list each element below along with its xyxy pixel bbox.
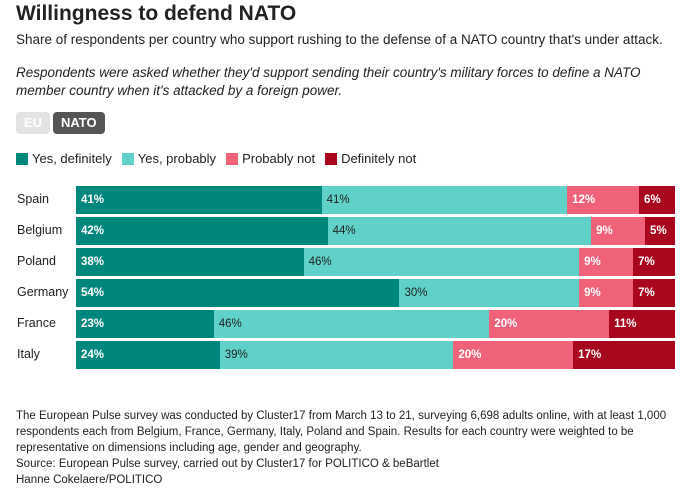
data-label: 54%: [81, 287, 105, 299]
data-label: 42%: [81, 225, 105, 237]
chart-subtitle: Share of respondents per country who sup…: [16, 32, 663, 47]
category-label: Poland: [17, 254, 56, 268]
bar-segment: [609, 310, 675, 338]
data-label: 46%: [218, 318, 242, 330]
bar-segment: [76, 310, 214, 338]
data-label: 9%: [584, 287, 601, 299]
bar-segment: [579, 248, 634, 276]
category-label: Italy: [17, 347, 40, 361]
category-label: France: [17, 316, 56, 330]
bar-segment: [76, 186, 322, 214]
bar-segment: [321, 186, 568, 214]
bar-segment: [489, 310, 610, 338]
legend-swatch: [226, 152, 239, 165]
data-label: 30%: [404, 287, 428, 299]
category-label: Belgium: [17, 223, 63, 237]
bar-segment: [213, 310, 490, 338]
data-label: 44%: [332, 225, 356, 237]
bar-segment: [303, 248, 580, 276]
data-label: 11%: [614, 318, 637, 330]
data-label: 17%: [578, 349, 602, 361]
bar-segment: [327, 217, 592, 245]
toggle-eu[interactable]: EU: [16, 112, 51, 134]
data-label: 20%: [494, 318, 518, 330]
bar-segment: [633, 279, 675, 307]
bar-segment: [567, 186, 640, 214]
data-label: 23%: [81, 318, 105, 330]
data-label: 38%: [81, 256, 105, 268]
data-label: 9%: [596, 225, 613, 237]
data-label: 39%: [224, 349, 248, 361]
bar-segment: [633, 248, 675, 276]
legend-item: Yes, probably: [121, 151, 217, 166]
category-label: Spain: [17, 192, 49, 206]
legend-label: Probably not: [242, 151, 316, 166]
data-label: 20%: [458, 349, 482, 361]
legend-item: Definitely not: [325, 151, 416, 166]
data-label: 6%: [644, 194, 661, 206]
footer: The European Pulse survey was conducted …: [16, 408, 681, 488]
methodology-note: The European Pulse survey was conducted …: [16, 410, 667, 454]
data-label: 7%: [638, 256, 655, 268]
bar-segment: [76, 341, 220, 369]
bar-segment: [219, 341, 454, 369]
bar-segment: [76, 248, 304, 276]
data-label: 41%: [326, 194, 350, 206]
data-label: 24%: [81, 349, 105, 361]
bar-segment: [453, 341, 574, 369]
data-label: 9%: [584, 256, 601, 268]
bar-segment: [591, 217, 646, 245]
legend: Yes, definitely Yes, probably Probably not…: [16, 151, 416, 166]
data-label: 41%: [81, 194, 105, 206]
bar-segment: [76, 279, 400, 307]
legend-label: Definitely not: [341, 151, 417, 166]
legend-item: Probably not: [226, 151, 315, 166]
legend-swatch: [16, 152, 28, 165]
bar-segment: [579, 279, 634, 307]
bar-segment: [645, 217, 675, 245]
chart-title: Willingness to defend NATO: [16, 2, 297, 25]
bar-segment: [573, 341, 675, 369]
legend-label: Yes, probably: [137, 151, 217, 166]
category-label: Germany: [17, 285, 69, 299]
chart-note: Respondents were asked whether they'd su…: [16, 65, 641, 98]
data-label: 5%: [650, 225, 667, 237]
bar-segment: [639, 186, 675, 214]
data-label: 46%: [308, 256, 332, 268]
toggle-nato[interactable]: NATO: [53, 112, 105, 134]
credit: Hanne Cokelaere/POLITICO: [16, 474, 163, 486]
legend-item: Yes, definitely: [16, 151, 112, 166]
bar-segment: [76, 217, 328, 245]
source-note: Source: European Pulse survey, carried o…: [16, 458, 439, 470]
legend-swatch: [121, 152, 134, 165]
legend-swatch: [325, 152, 338, 165]
bar-segment: [399, 279, 580, 307]
data-label: 12%: [572, 194, 596, 206]
data-label: 7%: [638, 287, 655, 299]
legend-label: Yes, definitely: [32, 151, 112, 166]
